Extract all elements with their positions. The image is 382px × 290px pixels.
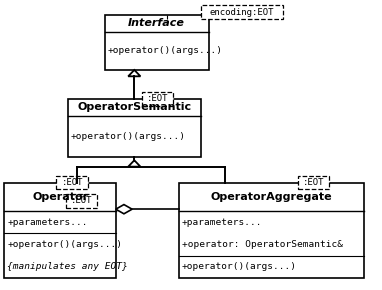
Text: +operator: OperatorSemantic&: +operator: OperatorSemantic&	[182, 240, 343, 249]
Text: encoding:EOT: encoding:EOT	[210, 8, 274, 17]
Text: :EOT: :EOT	[71, 196, 92, 205]
Text: OperatorAggregate: OperatorAggregate	[211, 192, 332, 202]
Text: Operator: Operator	[32, 192, 88, 202]
Text: +parameters...: +parameters...	[182, 218, 262, 227]
Text: OperatorSemantic: OperatorSemantic	[77, 102, 191, 113]
Text: Interface: Interface	[128, 18, 185, 28]
Text: +operator()(args...): +operator()(args...)	[182, 262, 297, 271]
Bar	[57, 175, 88, 189]
Bar	[298, 175, 329, 189]
Bar	[105, 15, 209, 70]
Bar	[5, 182, 116, 278]
Text: +operator()(args...): +operator()(args...)	[108, 46, 223, 55]
Bar	[68, 99, 201, 157]
Bar	[179, 182, 364, 278]
Text: {manipulates any EOT}: {manipulates any EOT}	[7, 262, 128, 271]
Text: :EOT: :EOT	[147, 94, 168, 103]
Text: +operator()(args...): +operator()(args...)	[70, 132, 186, 141]
Text: :EOT: :EOT	[62, 178, 83, 187]
Bar	[142, 92, 173, 106]
Text: +parameters...: +parameters...	[7, 218, 88, 227]
Bar	[201, 6, 283, 19]
Bar	[66, 194, 97, 208]
Text: +operator()(args...): +operator()(args...)	[7, 240, 122, 249]
Text: :EOT: :EOT	[303, 178, 324, 187]
